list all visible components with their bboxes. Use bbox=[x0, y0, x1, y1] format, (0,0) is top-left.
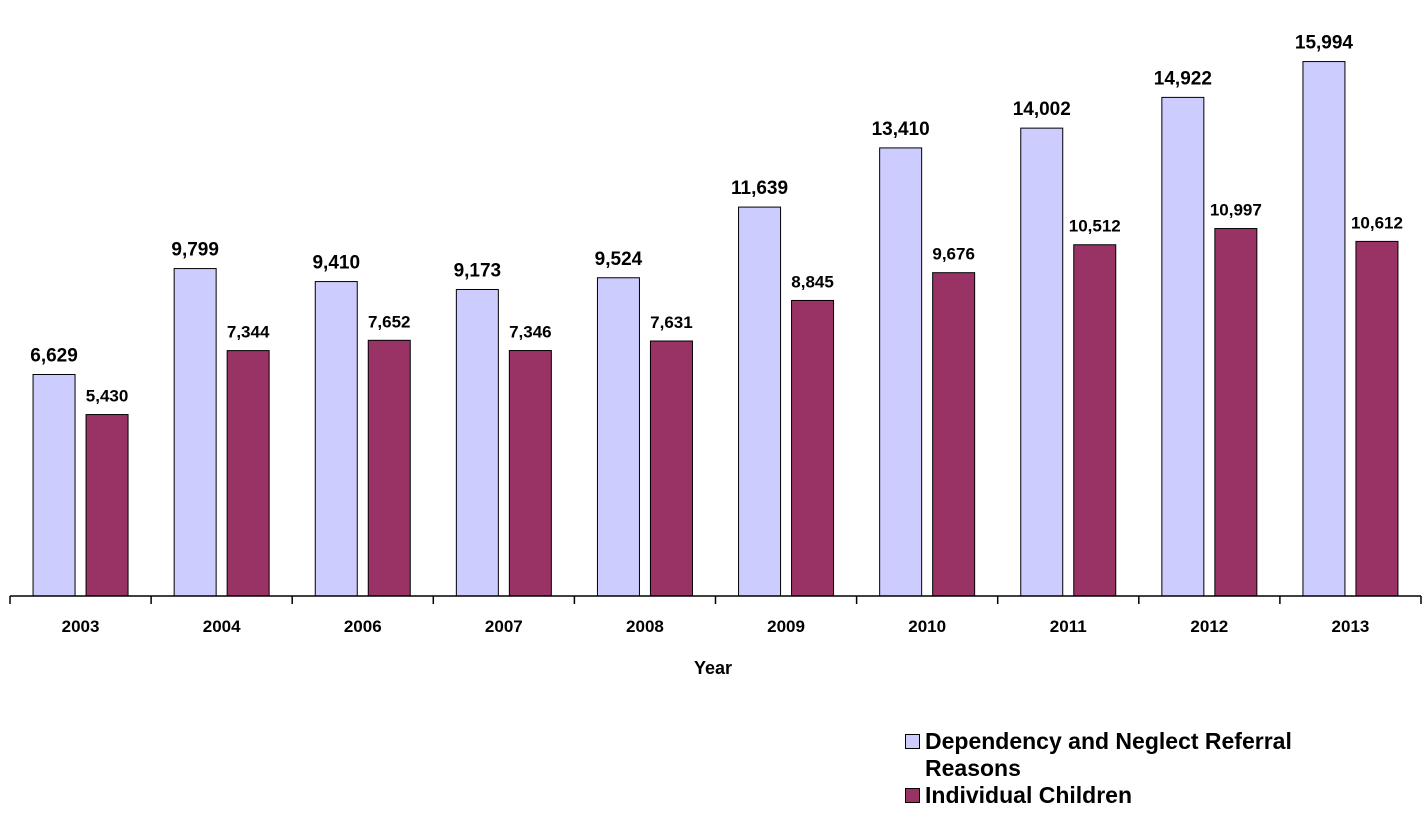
bar-series-1-2006 bbox=[314, 281, 358, 597]
bar-series-1-2013 bbox=[1302, 61, 1346, 597]
data-label-series-1-2003: 6,629 bbox=[30, 345, 78, 366]
x-tick-label-2013: 2013 bbox=[1332, 617, 1370, 636]
data-label-series-1-2011: 14,002 bbox=[1013, 99, 1071, 120]
data-label-series-1-2006: 9,410 bbox=[312, 253, 360, 274]
x-tick-label-2007: 2007 bbox=[485, 617, 523, 636]
x-tick-label-2012: 2012 bbox=[1190, 617, 1228, 636]
x-tick-label-2004: 2004 bbox=[203, 617, 241, 636]
bar-series-2-2012 bbox=[1214, 228, 1258, 597]
bar-series-1-2009 bbox=[738, 206, 782, 597]
x-tick-label-2009: 2009 bbox=[767, 617, 805, 636]
legend-item-series-2: Individual Children bbox=[905, 782, 1365, 809]
bar-series-1-2010 bbox=[879, 147, 923, 597]
data-label-series-1-2009: 11,639 bbox=[731, 178, 788, 199]
legend-swatch-series-1 bbox=[905, 734, 920, 749]
x-axis-title: Year bbox=[694, 658, 732, 678]
bar-series-2-2013 bbox=[1355, 240, 1399, 597]
bar-series-1-2011 bbox=[1020, 127, 1064, 597]
data-label-series-2-2004: 7,344 bbox=[227, 323, 270, 342]
data-label-series-1-2012: 14,922 bbox=[1154, 68, 1212, 89]
bar-series-2-2008 bbox=[649, 340, 693, 597]
legend-item-series-1: Dependency and Neglect Referral Reasons bbox=[905, 728, 1365, 782]
data-label-series-2-2010: 9,676 bbox=[932, 245, 975, 264]
data-label-series-2-2003: 5,430 bbox=[86, 387, 129, 406]
x-tick-label-2003: 2003 bbox=[62, 617, 100, 636]
legend-label-series-1: Dependency and Neglect Referral Reasons bbox=[925, 728, 1292, 781]
data-label-series-1-2004: 9,799 bbox=[171, 240, 219, 261]
bars-layer bbox=[32, 61, 1399, 597]
legend-label-series-2: Individual Children bbox=[925, 782, 1133, 808]
data-label-series-2-2009: 8,845 bbox=[791, 272, 834, 291]
bar-series-1-2003 bbox=[32, 373, 76, 597]
bar-series-2-2010 bbox=[932, 272, 976, 597]
data-label-series-2-2007: 7,346 bbox=[509, 323, 552, 342]
data-label-series-2-2013: 10,612 bbox=[1351, 213, 1403, 232]
data-label-series-1-2010: 13,410 bbox=[872, 119, 930, 140]
legend: Dependency and Neglect Referral Reasons … bbox=[905, 728, 1365, 809]
bar-series-2-2011 bbox=[1073, 244, 1117, 597]
x-tick-label-2008: 2008 bbox=[626, 617, 664, 636]
x-tick-label-2006: 2006 bbox=[344, 617, 382, 636]
bar-series-2-2007 bbox=[508, 350, 552, 597]
bar-series-1-2007 bbox=[455, 288, 499, 597]
data-label-series-2-2008: 7,631 bbox=[650, 313, 693, 332]
bar-series-1-2008 bbox=[596, 277, 640, 597]
bar-series-2-2003 bbox=[85, 414, 129, 597]
data-label-series-1-2007: 9,173 bbox=[454, 260, 502, 281]
x-tick-label-2011: 2011 bbox=[1050, 617, 1087, 636]
x-axis: 2003 2004 2006 2007 2008 2009 2010 2011 2012 2013 bbox=[9, 595, 1422, 636]
x-tick-label-2010: 2010 bbox=[908, 617, 946, 636]
legend-swatch-series-2 bbox=[905, 788, 920, 803]
bar-series-2-2004 bbox=[226, 350, 270, 597]
bar-series-2-2006 bbox=[367, 339, 411, 597]
data-label-series-1-2013: 15,994 bbox=[1295, 33, 1354, 54]
data-label-series-2-2006: 7,652 bbox=[368, 312, 411, 331]
data-labels-layer: 6,629 5,430 9,799 7,344 9,410 7,652 9,173 7,346… bbox=[30, 33, 1403, 406]
bar-series-1-2004 bbox=[173, 268, 217, 597]
data-label-series-2-2012: 10,997 bbox=[1210, 201, 1262, 220]
data-label-series-1-2008: 9,524 bbox=[595, 249, 643, 270]
bar-series-1-2012 bbox=[1161, 96, 1205, 597]
bar-series-2-2009 bbox=[791, 299, 835, 597]
data-label-series-2-2011: 10,512 bbox=[1069, 217, 1121, 236]
